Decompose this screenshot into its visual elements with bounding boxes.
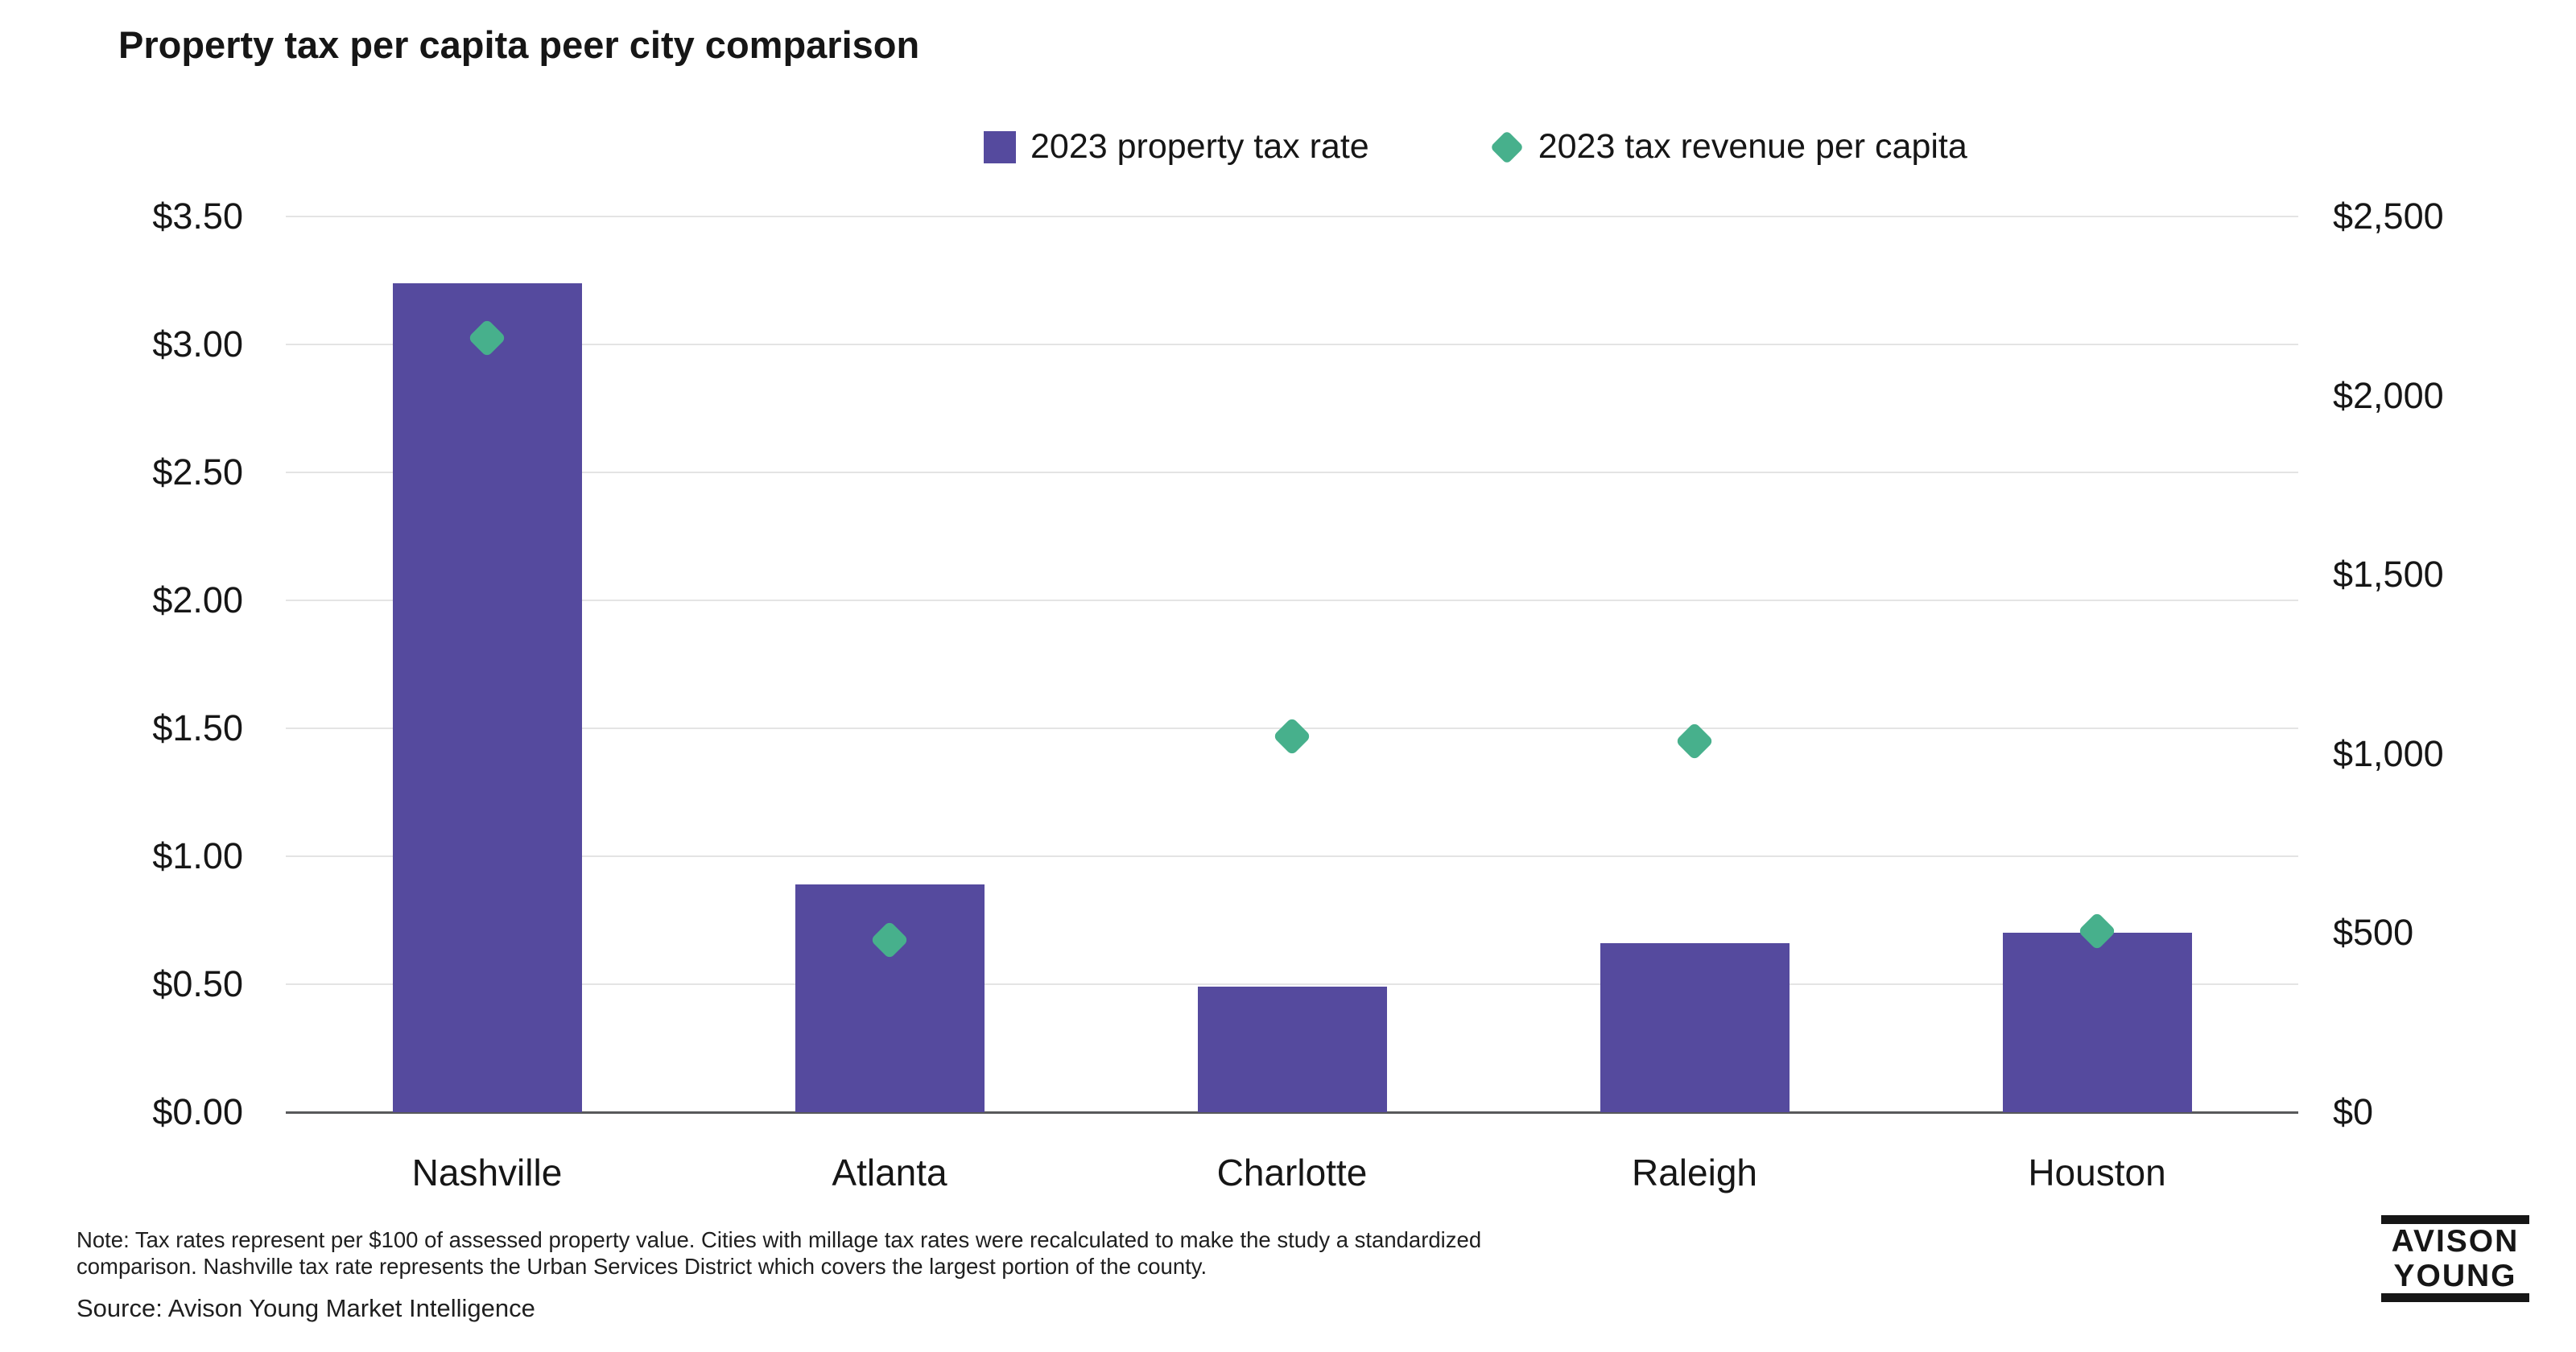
footnote: Note: Tax rates represent per $100 of as… (76, 1227, 1482, 1279)
x-axis-label-nashville: Nashville (411, 1152, 563, 1193)
diamond-series-swatch-icon (1489, 130, 1524, 164)
gridline (286, 472, 2298, 473)
bar-raleigh (1600, 943, 1790, 1112)
left-axis-tick-label: $0.50 (152, 963, 243, 1004)
right-axis-ticks: $2,500 $2,000 $1,500 $1,000 $500 $0 (2333, 196, 2542, 1132)
page-title: Property tax per capita peer city compar… (118, 23, 920, 66)
gridline (286, 600, 2298, 601)
gridline (286, 983, 2298, 985)
logo-top-bar (2381, 1215, 2529, 1224)
left-axis-tick-label: $0.00 (152, 1091, 243, 1132)
legend-item-tax-rate: 2023 property tax rate (984, 127, 1369, 167)
avison-young-logo: AVISON YOUNG (2381, 1215, 2529, 1302)
logo-bottom-bar (2381, 1293, 2529, 1302)
gridline (286, 216, 2298, 217)
bar-charlotte (1197, 987, 1387, 1112)
left-axis-tick-label: $1.50 (152, 707, 243, 748)
left-axis-tick-label: $1.00 (152, 835, 243, 876)
right-axis-tick-label: $1,500 (2333, 554, 2444, 596)
left-axis-ticks: $3.50 $3.00 $2.50 $2.00 $1.50 $1.00 $0.50 $0.00 (64, 196, 243, 1132)
gridline (286, 344, 2298, 345)
right-axis-tick-label: $2,500 (2333, 196, 2444, 237)
right-axis-tick-label: $0 (2333, 1091, 2374, 1132)
plot-area: Nashville Atlanta Charlotte Raleigh Houston (286, 216, 2298, 1193)
bar-nashville (392, 282, 582, 1112)
right-axis-tick-label: $1,000 (2333, 732, 2444, 774)
legend-item-per-capita: 2023 tax revenue per capita (1489, 127, 1967, 167)
left-axis-tick-label: $2.00 (152, 579, 243, 620)
bar-atlanta (795, 884, 985, 1112)
x-axis-line (286, 1111, 2298, 1114)
legend-label-tax-rate: 2023 property tax rate (1030, 127, 1369, 166)
gridline (286, 855, 2298, 857)
right-axis-tick-label: $2,000 (2333, 374, 2444, 416)
logo-line-2: YOUNG (2393, 1259, 2517, 1293)
right-axis-tick-label: $500 (2333, 912, 2414, 954)
logo-line-1: AVISON (2391, 1224, 2520, 1259)
x-axis-label-atlanta: Atlanta (832, 1152, 947, 1193)
x-axis-label-houston: Houston (2028, 1152, 2166, 1193)
diamond-charlotte (1272, 716, 1312, 756)
x-axis-label-charlotte: Charlotte (1216, 1152, 1368, 1193)
bar-houston (2002, 933, 2192, 1112)
x-axis-label-raleigh: Raleigh (1632, 1152, 1757, 1193)
legend-label-per-capita: 2023 tax revenue per capita (1538, 127, 1967, 166)
left-axis-tick-label: $3.00 (152, 324, 243, 365)
chart-legend: 2023 property tax rate 2023 tax revenue … (984, 127, 1967, 167)
left-axis-tick-label: $2.50 (152, 451, 243, 493)
left-axis-tick-label: $3.50 (152, 196, 243, 237)
source-attribution: Source: Avison Young Market Intelligence (76, 1294, 535, 1322)
bar-series-swatch-icon (984, 130, 1016, 163)
